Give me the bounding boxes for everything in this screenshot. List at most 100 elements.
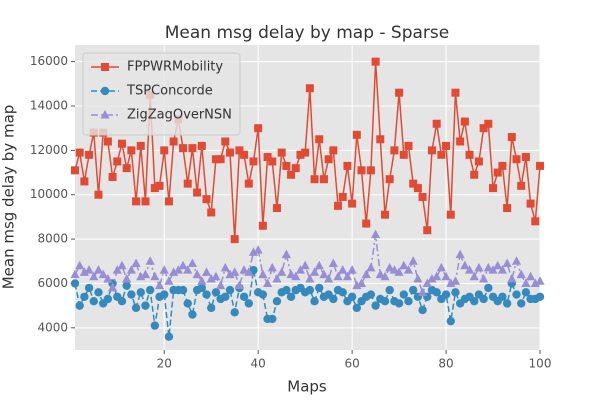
marker [381,210,389,219]
marker [164,276,174,285]
marker [117,139,126,148]
marker [230,267,240,276]
marker [507,274,517,283]
marker [108,172,117,181]
marker [376,135,385,144]
marker [338,288,347,297]
marker [418,305,427,315]
marker [380,297,390,306]
x-tick-label: 80 [438,357,453,371]
marker [192,269,202,279]
marker [117,297,127,306]
marker [479,124,488,133]
marker [225,269,235,279]
marker [202,195,211,204]
marker [244,179,253,188]
marker [249,157,258,166]
marker [211,271,221,281]
x-tick-label: 100 [529,357,552,371]
marker [183,299,192,308]
marker [352,280,362,290]
marker [305,84,314,93]
marker [201,267,212,276]
y-tick-label: 14000 [30,99,68,113]
x-tick-label: 40 [251,357,266,371]
marker [75,260,85,270]
y-tick-label: 6000 [37,276,68,290]
marker [328,258,338,267]
marker [329,294,338,304]
marker [315,283,324,293]
marker [451,288,460,297]
marker [348,199,357,208]
marker [334,201,343,210]
marker [211,155,220,164]
marker [103,294,113,304]
marker [206,274,216,283]
marker [132,197,141,206]
marker [474,157,483,166]
marker [145,256,155,265]
marker [511,256,522,265]
y-tick-label: 4000 [37,320,68,334]
x-tick-label: 60 [344,357,359,371]
marker [324,274,334,283]
marker [155,181,164,190]
marker [517,181,526,190]
marker [432,288,441,297]
marker [371,57,380,66]
marker [450,276,461,285]
marker [84,283,94,293]
marker [272,274,282,283]
y-tick-label: 16000 [30,54,68,68]
marker [342,271,353,281]
marker [254,124,263,133]
marker [470,170,479,179]
marker [390,146,399,155]
marker [366,290,376,299]
marker [127,290,136,299]
marker [263,153,272,162]
marker [267,262,277,272]
marker [277,148,286,157]
marker [164,197,173,206]
marker [464,265,475,274]
marker [347,265,357,274]
marker [394,267,404,276]
marker [319,269,329,279]
marker [502,299,512,308]
marker [207,208,216,217]
marker [441,290,451,299]
marker [93,265,104,274]
marker [136,141,145,150]
marker [268,157,277,166]
marker [127,146,136,155]
marker [536,161,544,170]
marker [100,86,110,96]
marker [531,217,540,226]
marker [150,321,160,330]
marker [338,192,347,201]
marker [140,269,151,279]
marker [305,274,315,283]
marker [357,166,366,175]
marker [268,314,277,324]
marker [432,271,442,281]
marker [117,260,127,270]
series-line [74,234,541,295]
marker [516,269,526,279]
marker [197,276,207,285]
marker [230,235,239,244]
y-tick-label: 12000 [30,143,68,157]
marker [253,245,263,254]
marker [282,161,291,170]
marker [197,283,207,293]
marker [126,265,136,274]
marker [498,161,507,170]
marker [446,278,456,287]
marker [113,157,122,166]
marker [352,303,362,313]
marker [526,199,535,208]
marker [183,179,192,188]
legend-box [82,52,241,136]
